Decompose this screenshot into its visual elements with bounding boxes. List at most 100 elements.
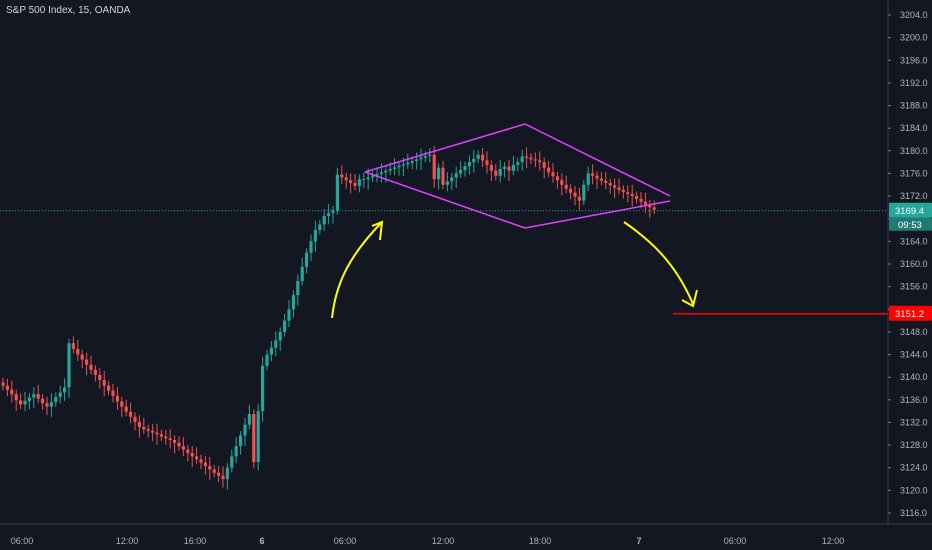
arrow-down-head-icon <box>681 289 698 308</box>
candle-body <box>393 167 397 169</box>
candle-body <box>203 462 207 467</box>
candle-body <box>599 178 603 181</box>
candle-body <box>595 175 599 179</box>
candle-body <box>67 343 71 388</box>
candle-body <box>327 213 331 216</box>
candle-body <box>507 166 511 171</box>
candle-body <box>643 201 647 205</box>
candle-body <box>608 183 612 186</box>
candle-body <box>45 403 49 407</box>
candle-body <box>305 252 309 267</box>
candle-body <box>331 210 335 214</box>
candle-body <box>27 397 31 401</box>
time-tick-label: 06:00 <box>724 536 747 546</box>
candle-body <box>14 394 18 401</box>
candle-body <box>591 173 595 176</box>
candle-body <box>410 161 414 163</box>
candle-body <box>388 168 392 171</box>
candle-body <box>190 453 194 457</box>
candle-body <box>525 156 529 158</box>
candle-body <box>635 196 639 199</box>
candle-body <box>54 396 58 403</box>
candle-body <box>177 442 181 447</box>
arrow-up-head-icon <box>371 220 384 241</box>
candle-body <box>221 475 225 480</box>
price-tick-label: 3164.0 <box>900 236 928 246</box>
candle-body <box>41 398 45 404</box>
price-tick-label: 3128.0 <box>900 440 928 450</box>
pattern-lower-right-line <box>524 200 671 229</box>
price-tick-label: 3124.0 <box>900 463 928 473</box>
time-tick-label: 06:00 <box>11 536 34 546</box>
candle-body <box>533 159 537 161</box>
candle-body <box>630 193 634 197</box>
candle-body <box>300 266 304 281</box>
candle-body <box>225 467 229 480</box>
price-tick-label: 3192.0 <box>900 78 928 88</box>
candle-body <box>406 162 410 165</box>
candle-body <box>551 172 555 177</box>
candle-body <box>120 401 124 407</box>
candle-body <box>366 177 370 180</box>
candle-body <box>76 348 80 355</box>
time-tick-label: 6 <box>259 536 264 546</box>
candle-body <box>111 390 115 396</box>
candle-body <box>520 156 524 163</box>
candle-body <box>93 369 97 375</box>
candle-body <box>291 295 295 310</box>
candle-body <box>252 413 256 463</box>
price-tick-label: 3132.0 <box>900 417 928 427</box>
price-tick-label: 3160.0 <box>900 259 928 269</box>
candle-body <box>32 394 36 398</box>
candle-body <box>287 309 291 321</box>
candle-body <box>344 177 348 181</box>
candle-body <box>516 162 520 165</box>
candle-body <box>652 207 656 210</box>
candle-body <box>454 173 458 178</box>
candle-body <box>357 179 361 186</box>
pattern-lower-left-line <box>364 171 526 229</box>
candle-body <box>459 170 463 174</box>
candle-body <box>217 472 221 476</box>
candle-body <box>256 411 260 463</box>
candle-body <box>547 167 551 173</box>
candle-body <box>186 449 190 454</box>
price-tick-label: 3120.0 <box>900 485 928 495</box>
candle-body <box>340 174 344 178</box>
price-tick-label: 3156.0 <box>900 282 928 292</box>
countdown-value: 09:53 <box>898 220 922 231</box>
candle-body <box>71 343 75 349</box>
candle-body <box>142 426 146 430</box>
price-tick-label: 3180.0 <box>900 146 928 156</box>
candle-body <box>467 162 471 167</box>
candle-body <box>124 406 128 412</box>
price-tick-label: 3144.0 <box>900 350 928 360</box>
price-tick-label: 3140.0 <box>900 372 928 382</box>
symbol-title[interactable]: S&P 500 Index, 15, OANDA <box>6 5 131 16</box>
candle-body <box>155 432 159 435</box>
candle-body <box>137 421 141 427</box>
last-price-value: 3169.4 <box>895 206 924 217</box>
candle-body <box>23 400 27 405</box>
candle-body <box>379 172 383 175</box>
candle-body <box>261 365 265 412</box>
candle-body <box>428 154 432 156</box>
candle-body <box>296 280 300 296</box>
candle-body <box>146 429 150 431</box>
candle-body <box>234 446 238 457</box>
candle-body <box>208 466 212 470</box>
time-tick-label: 7 <box>636 536 641 546</box>
candle-body <box>604 180 608 184</box>
price-tick-label: 3136.0 <box>900 395 928 405</box>
time-tick-label: 16:00 <box>184 536 207 546</box>
candle-body <box>626 192 630 194</box>
candle-body <box>617 187 621 190</box>
candle-body <box>648 204 652 208</box>
price-tick-label: 3172.0 <box>900 191 928 201</box>
candle-body <box>371 175 375 178</box>
candle-body <box>503 166 507 169</box>
candle-body <box>58 392 62 397</box>
time-tick-label: 06:00 <box>334 536 357 546</box>
price-tick-label: 3176.0 <box>900 168 928 178</box>
